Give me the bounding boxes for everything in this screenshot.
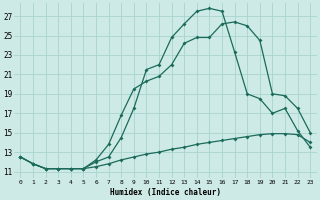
X-axis label: Humidex (Indice chaleur): Humidex (Indice chaleur) [110,188,221,197]
